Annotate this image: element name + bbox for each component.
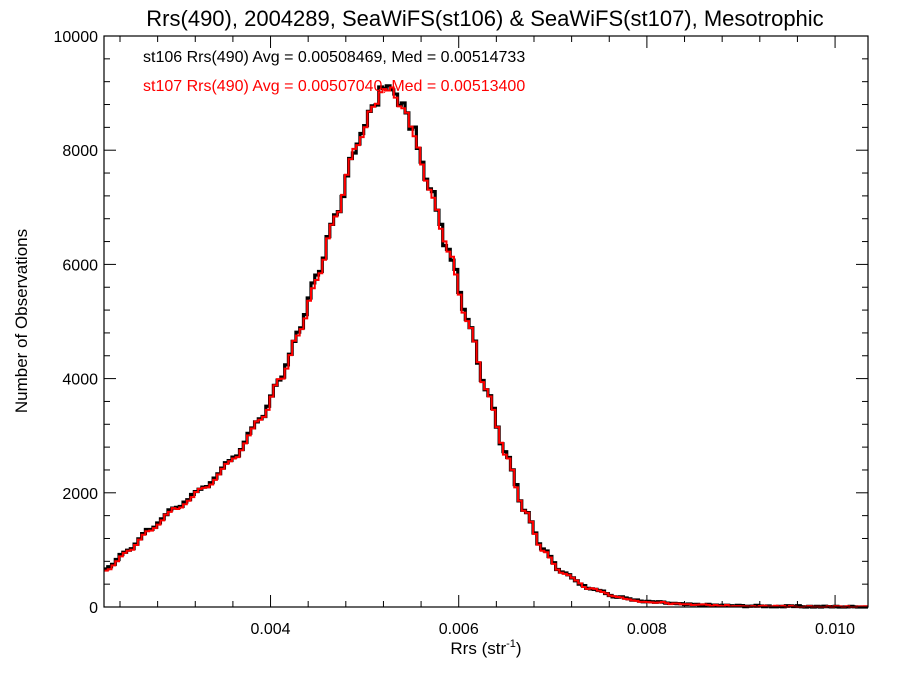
y-tick-label: 2000 (62, 486, 98, 503)
annotation-st106: st106 Rrs(490) Avg = 0.00508469, Med = 0… (143, 49, 525, 66)
y-tick-label: 6000 (62, 257, 98, 274)
x-tick-label: 0.010 (815, 621, 855, 638)
series-st106-line (104, 84, 868, 609)
x-tick-label: 0.008 (627, 621, 667, 638)
x-axis-label-main: Rrs (str (450, 639, 506, 658)
x-axis-label-sup: -1 (506, 638, 516, 650)
x-axis-label-tail: ) (516, 639, 522, 658)
x-tick-label: 0.006 (439, 621, 479, 638)
y-tick-label: 10000 (54, 29, 99, 46)
series-st107-line (104, 86, 868, 608)
y-tick-label: 8000 (62, 143, 98, 160)
x-axis-label: Rrs (str-1) (450, 638, 521, 658)
x-axis-ticks: 0.004 0.006 0.008 0.010 (119, 36, 855, 638)
plot-frame (103, 35, 869, 608)
y-tick-label: 0 (89, 600, 98, 617)
annotation-st107: st107 Rrs(490) Avg = 0.00507040, Med = 0… (143, 78, 525, 95)
x-tick-label: 0.004 (251, 621, 291, 638)
chart-title: Rrs(490), 2004289, SeaWiFS(st106) & SeaW… (146, 6, 823, 31)
y-axis-label: Number of Observations (12, 229, 31, 413)
series-layer (104, 84, 868, 609)
y-tick-label: 4000 (62, 372, 98, 389)
y-axis-ticks: 0 2000 4000 6000 8000 10000 (54, 29, 868, 617)
